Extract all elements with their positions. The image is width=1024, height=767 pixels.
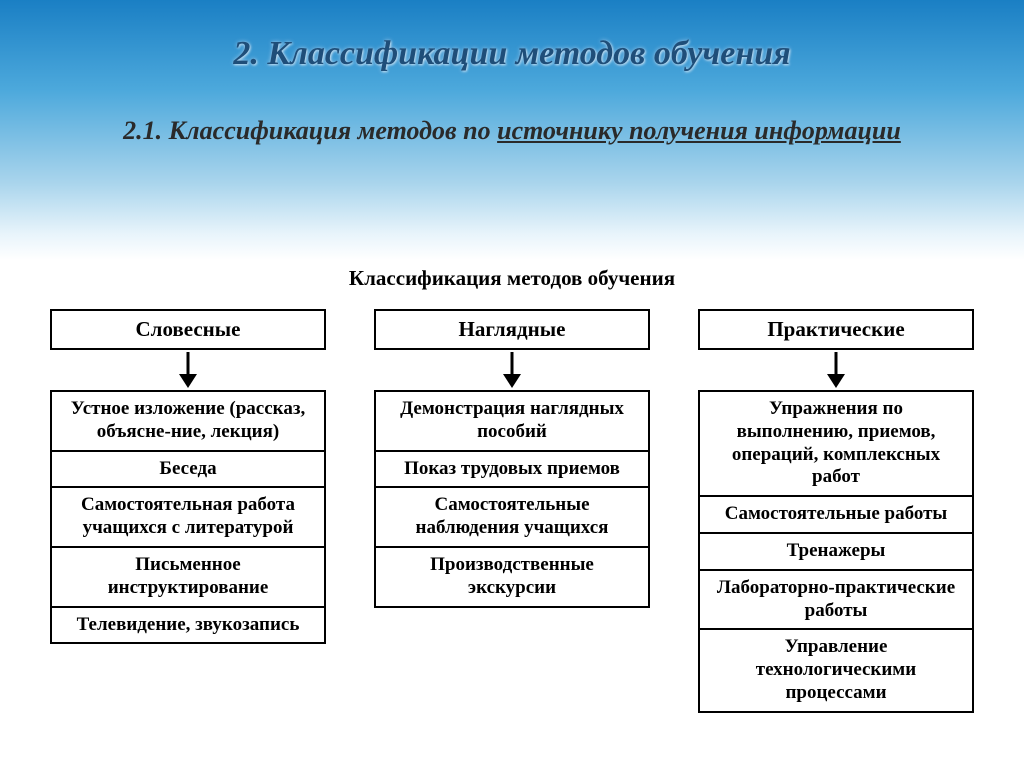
arrow-down-icon — [50, 350, 326, 390]
column-practical: Практические Упражнения по выполнению, п… — [698, 309, 974, 713]
diagram-container: Классификация методов обучения Словесные… — [0, 266, 1024, 713]
arrow-down-icon — [698, 350, 974, 390]
column-header: Наглядные — [374, 309, 650, 350]
subtitle-pre: 2.1. Классификация методов по — [123, 116, 497, 145]
list-item: Упражнения по выполнению, приемов, опера… — [700, 392, 972, 497]
list-item: Беседа — [52, 452, 324, 489]
column-header: Словесные — [50, 309, 326, 350]
subtitle-underline: источнику получения информации — [497, 116, 901, 145]
column-visual: Наглядные Демонстрация наглядных пособий… — [374, 309, 650, 713]
list-item: Самостоятельные наблюдения учащихся — [376, 488, 648, 548]
list-item: Самостоятельная работа учащихся с литера… — [52, 488, 324, 548]
column-verbal: Словесные Устное изложение (рассказ, объ… — [50, 309, 326, 713]
main-title: 2. Классификации методов обучения — [0, 35, 1024, 73]
list-item: Устное изложение (рассказ, объясне-ние, … — [52, 392, 324, 452]
diagram-title: Классификация методов обучения — [30, 266, 994, 291]
column-header: Практические — [698, 309, 974, 350]
items-box: Упражнения по выполнению, приемов, опера… — [698, 390, 974, 713]
list-item: Телевидение, звукозапись — [52, 608, 324, 643]
subtitle: 2.1. Классификация методов по источнику … — [0, 113, 1024, 148]
arrow-down-icon — [374, 350, 650, 390]
list-item: Тренажеры — [700, 534, 972, 571]
list-item: Показ трудовых приемов — [376, 452, 648, 489]
columns-row: Словесные Устное изложение (рассказ, объ… — [30, 309, 994, 713]
items-box: Устное изложение (рассказ, объясне-ние, … — [50, 390, 326, 644]
list-item: Производственные экскурсии — [376, 548, 648, 606]
list-item: Самостоятельные работы — [700, 497, 972, 534]
slide-header: 2. Классификации методов обучения 2.1. К… — [0, 0, 1024, 260]
list-item: Управление технологическими процессами — [700, 630, 972, 710]
list-item: Письменное инструктирование — [52, 548, 324, 608]
list-item: Лабораторно-практические работы — [700, 571, 972, 631]
list-item: Демонстрация наглядных пособий — [376, 392, 648, 452]
items-box: Демонстрация наглядных пособий Показ тру… — [374, 390, 650, 608]
